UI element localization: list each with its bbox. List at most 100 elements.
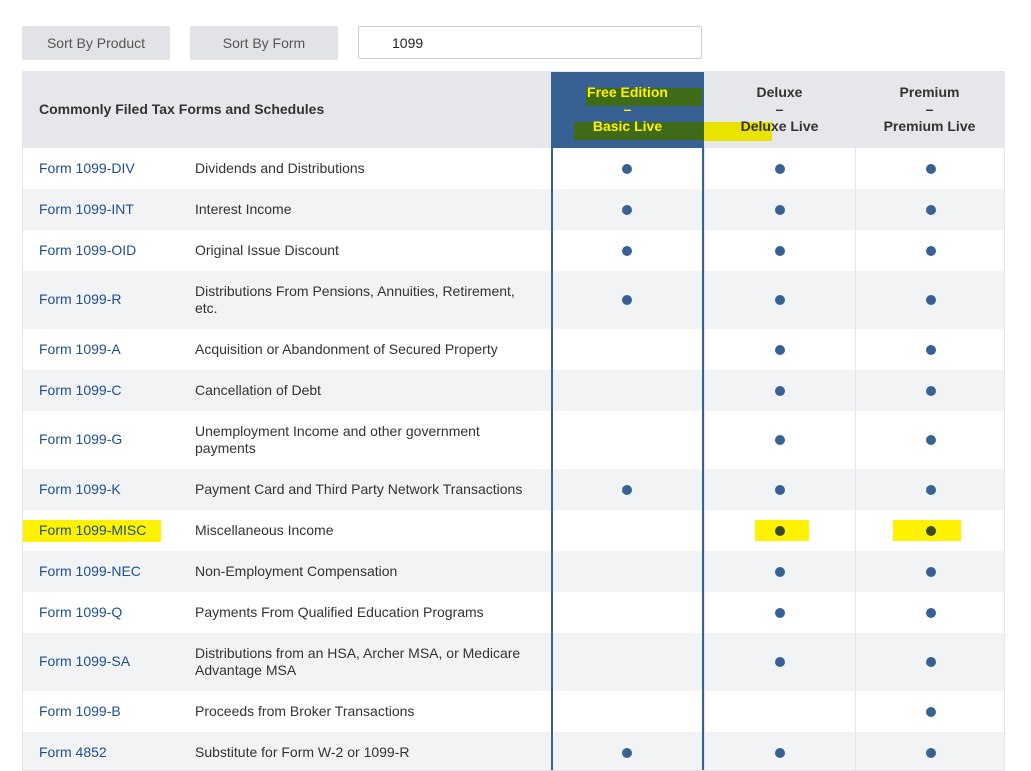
availability-cell-deluxe xyxy=(704,551,855,592)
included-dot-icon xyxy=(622,245,632,256)
included-dot-icon xyxy=(926,747,936,758)
included-dot-icon xyxy=(926,245,936,256)
form-link[interactable]: Form 1099-Q xyxy=(39,603,123,620)
form-link[interactable]: Form 1099-G xyxy=(39,431,123,447)
sort-by-form-button[interactable]: Sort By Form xyxy=(190,26,338,60)
column-header-line1: Deluxe xyxy=(756,84,803,100)
included-dot-icon xyxy=(926,607,936,618)
included-dot-icon xyxy=(926,344,936,355)
column-header-dash: – xyxy=(623,101,632,117)
column-header-dash: – xyxy=(775,101,784,117)
availability-cell-deluxe xyxy=(704,271,855,329)
availability-cell-deluxe xyxy=(704,633,855,691)
form-link[interactable]: Form 1099-B xyxy=(39,702,121,719)
highlight-mark xyxy=(586,88,702,106)
form-search-input[interactable] xyxy=(358,26,702,59)
table-row: Form 1099-OID Original Issue Discount xyxy=(23,230,1004,271)
highlight-mark xyxy=(574,122,704,140)
availability-cell-deluxe xyxy=(704,691,855,732)
included-dot-icon xyxy=(775,525,785,536)
form-description: Miscellaneous Income xyxy=(195,521,334,538)
included-dot-icon xyxy=(926,204,936,215)
availability-cell-deluxe xyxy=(704,148,855,189)
column-header-line2: Deluxe Live xyxy=(740,118,819,134)
form-link[interactable]: Form 1099-K xyxy=(39,480,121,497)
table-row: Form 1099-A Acquisition or Abandonment of… xyxy=(23,329,1004,370)
column-header-line2: Premium Live xyxy=(883,118,976,134)
form-link[interactable]: Form 1099-DIV xyxy=(39,159,135,176)
availability-cell-free xyxy=(552,510,702,551)
form-link[interactable]: Form 4852 xyxy=(39,743,107,760)
form-description: Unemployment Income and other government… xyxy=(195,423,480,456)
included-dot-icon xyxy=(926,484,936,495)
availability-cell-free xyxy=(552,271,702,329)
included-dot-icon xyxy=(775,747,785,758)
form-link[interactable]: Form 1099-INT xyxy=(39,200,134,217)
form-description: Dividends and Distributions xyxy=(195,159,365,176)
table-row: Form 1099-G Unemployment Income and other… xyxy=(23,411,1004,469)
included-dot-icon xyxy=(775,566,785,577)
availability-cell-deluxe xyxy=(704,370,855,411)
included-dot-icon xyxy=(926,525,936,536)
availability-cell-premium xyxy=(855,592,1004,633)
included-dot-icon xyxy=(926,163,936,174)
availability-cell-free xyxy=(552,370,702,411)
availability-cell-free xyxy=(552,551,702,592)
availability-cell-premium xyxy=(855,189,1004,230)
table-row: Form 1099-MISC Miscellaneous Income xyxy=(23,510,1004,551)
availability-cell-free xyxy=(552,469,702,510)
availability-cell-deluxe xyxy=(704,411,855,469)
availability-cell-premium xyxy=(855,148,1004,189)
included-dot-icon xyxy=(926,295,936,305)
included-dot-icon xyxy=(775,657,785,667)
availability-cell-free xyxy=(552,189,702,230)
form-link[interactable]: Form 1099-MISC xyxy=(39,521,147,538)
table-row: Form 4852 Substitute for Form W-2 or 1099… xyxy=(23,732,1004,770)
included-dot-icon xyxy=(775,295,785,305)
availability-cell-premium xyxy=(855,691,1004,732)
included-dot-icon xyxy=(775,163,785,174)
included-dot-icon xyxy=(775,344,785,355)
included-dot-icon xyxy=(622,484,632,495)
availability-cell-deluxe xyxy=(704,732,855,770)
form-link[interactable]: Form 1099-OID xyxy=(39,241,137,258)
form-link[interactable]: Form 1099-A xyxy=(39,340,121,357)
availability-cell-premium xyxy=(855,271,1004,329)
highlight-mark xyxy=(23,520,161,542)
column-header-dash: – xyxy=(925,101,934,117)
form-link[interactable]: Form 1099-SA xyxy=(39,653,131,669)
column-header-line2: Basic Live xyxy=(592,118,663,134)
column-header-free-edition: Free Edition – Basic Live xyxy=(551,72,704,148)
form-link[interactable]: Form 1099-R xyxy=(39,291,122,307)
column-header-line1: Premium xyxy=(899,84,960,100)
availability-cell-premium xyxy=(855,469,1004,510)
availability-cell-deluxe xyxy=(704,189,855,230)
availability-cell-deluxe xyxy=(704,592,855,633)
form-description: Payments From Qualified Education Progra… xyxy=(195,603,484,620)
availability-cell-premium xyxy=(855,551,1004,592)
availability-cell-deluxe xyxy=(704,329,855,370)
availability-cell-premium xyxy=(855,329,1004,370)
form-link[interactable]: Form 1099-C xyxy=(39,381,122,398)
column-header-deluxe: Deluxe – Deluxe Live xyxy=(704,72,855,148)
availability-cell-free xyxy=(552,411,702,469)
table-row: Form 1099-SA Distributions from an HSA, A… xyxy=(23,633,1004,691)
included-dot-icon xyxy=(926,385,936,396)
included-dot-icon xyxy=(622,747,632,758)
included-dot-icon xyxy=(926,435,936,445)
column-header-line1: Free Edition xyxy=(587,84,668,100)
availability-cell-free xyxy=(552,329,702,370)
form-description: Payment Card and Third Party Network Tra… xyxy=(195,480,523,497)
included-dot-icon xyxy=(775,607,785,618)
included-dot-icon xyxy=(775,385,785,396)
form-description: Substitute for Form W-2 or 1099-R xyxy=(195,743,410,760)
included-dot-icon xyxy=(775,204,785,215)
sort-by-product-button[interactable]: Sort By Product xyxy=(22,26,170,60)
form-link[interactable]: Form 1099-NEC xyxy=(39,562,141,579)
included-dot-icon xyxy=(926,706,936,717)
availability-cell-deluxe xyxy=(704,510,855,551)
table-body: Form 1099-DIV Dividends and Distributions… xyxy=(23,148,1004,770)
availability-cell-premium xyxy=(855,633,1004,691)
table-row: Form 1099-NEC Non-Employment Compensation xyxy=(23,551,1004,592)
form-description: Distributions From Pensions, Annuities, … xyxy=(195,283,515,316)
